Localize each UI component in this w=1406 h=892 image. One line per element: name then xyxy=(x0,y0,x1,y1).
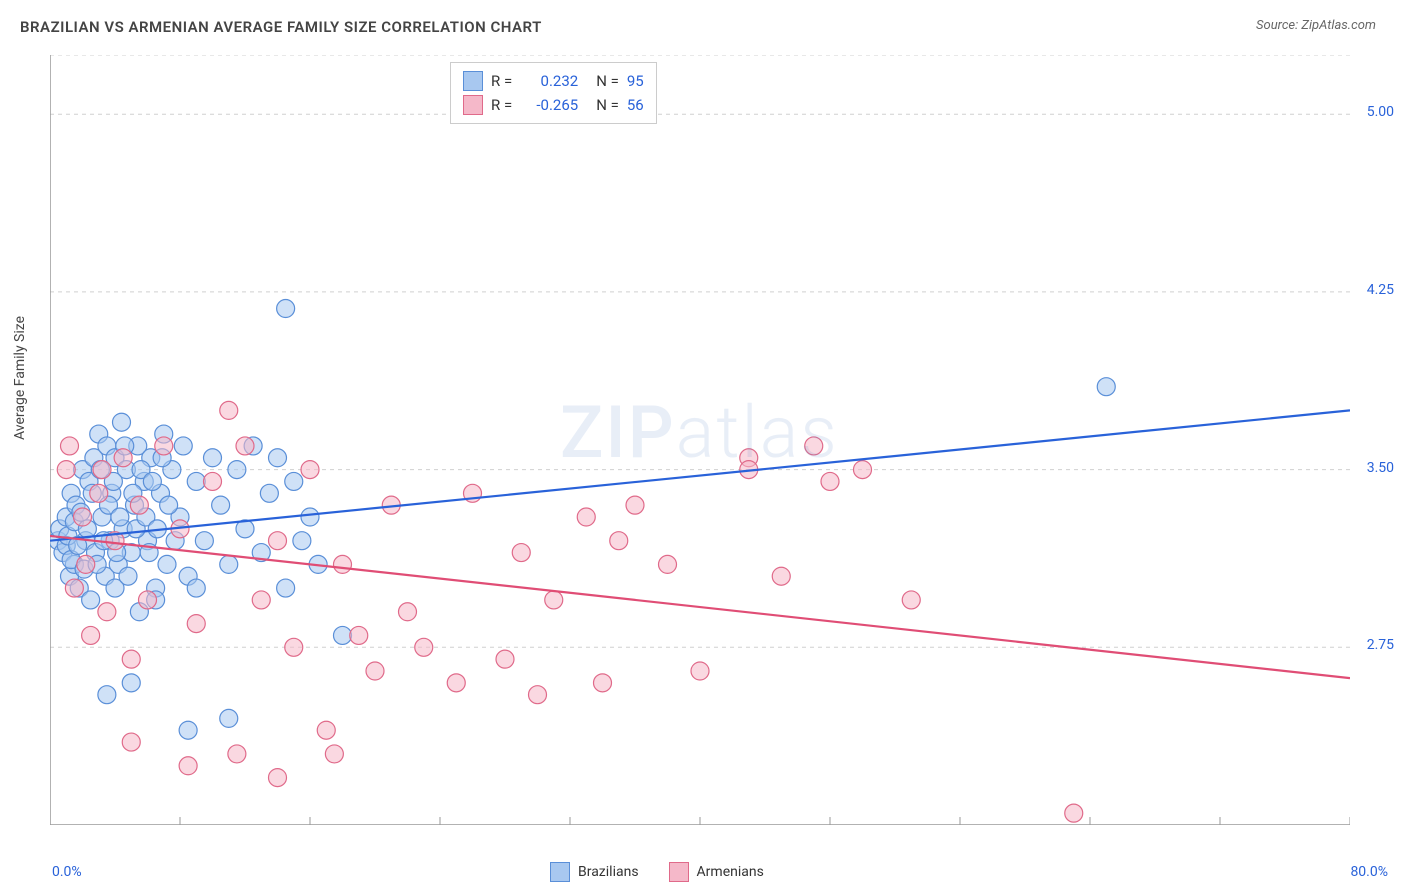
stat-r-label: R = xyxy=(491,93,512,117)
stat-r-value: -0.265 xyxy=(520,93,578,117)
y-tick-label: 2.75 xyxy=(1367,637,1394,653)
legend-series-name: Brazilians xyxy=(578,864,639,880)
stat-r-value: 0.232 xyxy=(520,69,578,93)
stat-n-label: N = xyxy=(596,69,619,93)
legend-swatch xyxy=(550,862,570,882)
correlation-legend: R = 0.232 N = 95 R = -0.265 N = 56 xyxy=(450,62,657,124)
y-tick-label: 5.00 xyxy=(1367,104,1394,120)
legend-stat-row: R = -0.265 N = 56 xyxy=(463,93,644,117)
legend-item: Brazilians xyxy=(550,862,639,882)
chart-title: BRAZILIAN VS ARMENIAN AVERAGE FAMILY SIZ… xyxy=(20,18,542,36)
legend-series-name: Armenians xyxy=(697,864,764,880)
x-axis-min-label: 0.0% xyxy=(52,864,82,880)
scatter-plot xyxy=(50,55,1350,825)
legend-stat-row: R = 0.232 N = 95 xyxy=(463,69,644,93)
y-tick-label: 3.50 xyxy=(1367,460,1394,476)
stat-n-label: N = xyxy=(596,93,619,117)
legend-swatch xyxy=(463,95,483,115)
legend-swatch xyxy=(669,862,689,882)
y-axis-label: Average Family Size xyxy=(12,316,28,440)
stat-n-value: 95 xyxy=(627,69,644,93)
y-tick-label: 4.25 xyxy=(1367,282,1394,298)
legend-swatch xyxy=(463,71,483,91)
series-legend: Brazilians Armenians xyxy=(550,862,764,882)
legend-item: Armenians xyxy=(669,862,764,882)
stat-r-label: R = xyxy=(491,69,512,93)
x-axis-max-label: 80.0% xyxy=(1350,864,1388,880)
source-label: Source: ZipAtlas.com xyxy=(1256,18,1376,33)
stat-n-value: 56 xyxy=(627,93,644,117)
